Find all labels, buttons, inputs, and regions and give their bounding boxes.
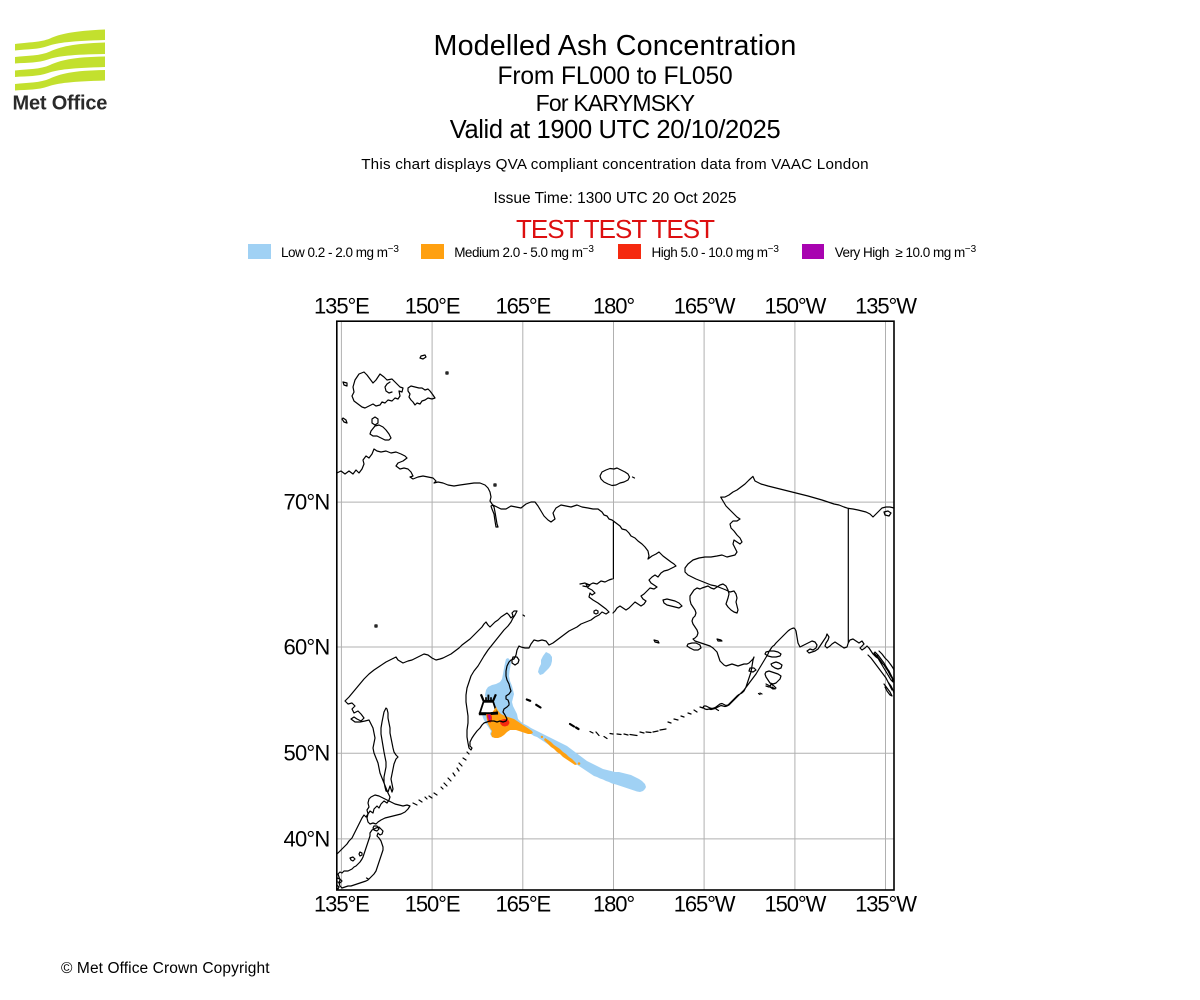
svg-text:Met Office: Met Office: [13, 93, 108, 115]
svg-text:180°: 180°: [593, 293, 634, 318]
svg-text:165°W: 165°W: [674, 891, 736, 916]
svg-text:135°E: 135°E: [314, 293, 369, 318]
svg-text:70°N: 70°N: [284, 490, 330, 515]
svg-text:135°W: 135°W: [855, 293, 917, 318]
svg-text:40°N: 40°N: [284, 826, 330, 851]
svg-text:150°W: 150°W: [765, 891, 827, 916]
svg-text:150°W: 150°W: [765, 293, 827, 318]
svg-text:150°E: 150°E: [405, 891, 460, 916]
svg-text:165°W: 165°W: [674, 293, 736, 318]
svg-text:165°E: 165°E: [495, 891, 550, 916]
svg-text:150°E: 150°E: [405, 293, 460, 318]
svg-text:165°E: 165°E: [495, 293, 550, 318]
svg-text:60°N: 60°N: [284, 635, 330, 660]
svg-text:135°W: 135°W: [855, 891, 917, 916]
svg-text:50°N: 50°N: [284, 741, 330, 766]
svg-text:180°: 180°: [593, 891, 634, 916]
svg-text:135°E: 135°E: [314, 891, 369, 916]
